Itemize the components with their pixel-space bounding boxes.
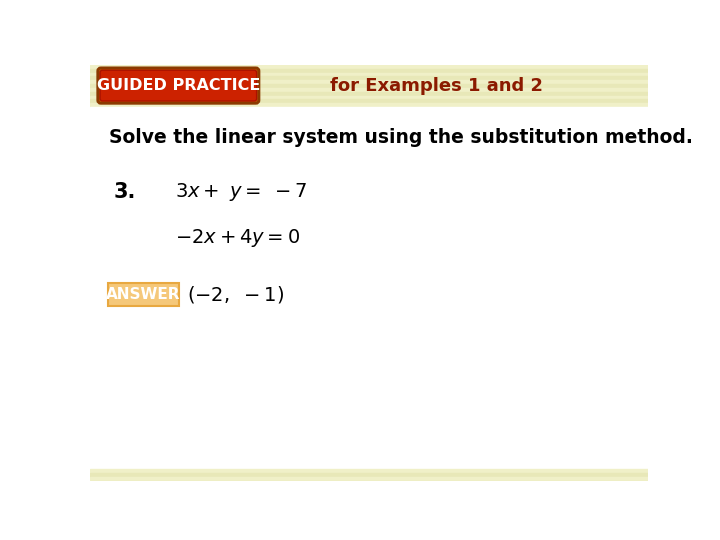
- Text: 3.: 3.: [113, 182, 135, 202]
- Text: ANSWER: ANSWER: [107, 287, 181, 302]
- Bar: [90, 469, 648, 473]
- Bar: [90, 496, 648, 500]
- Bar: [90, 492, 648, 496]
- Text: Solve the linear system using the substitution method.: Solve the linear system using the substi…: [109, 129, 693, 147]
- Bar: [90, 481, 648, 484]
- Bar: [90, 88, 648, 92]
- Text: $-2x+4y=0$: $-2x+4y=0$: [175, 227, 300, 249]
- Text: $3x+\ y=\ -7$: $3x+\ y=\ -7$: [175, 181, 308, 203]
- Text: $(-2,\ -1)$: $(-2,\ -1)$: [187, 284, 284, 305]
- FancyBboxPatch shape: [100, 70, 256, 101]
- Bar: [90, 96, 648, 99]
- Bar: [90, 69, 648, 72]
- Text: GUIDED PRACTICE: GUIDED PRACTICE: [96, 78, 260, 93]
- Bar: [90, 92, 648, 96]
- Bar: [90, 477, 648, 481]
- Bar: [90, 72, 648, 76]
- Bar: [90, 80, 648, 84]
- Bar: [90, 473, 648, 477]
- Bar: [90, 76, 648, 80]
- Bar: [90, 99, 648, 103]
- Bar: [90, 488, 648, 492]
- FancyBboxPatch shape: [108, 283, 179, 306]
- Bar: [90, 484, 648, 488]
- FancyBboxPatch shape: [98, 68, 259, 103]
- Bar: [90, 84, 648, 88]
- Bar: [90, 65, 648, 69]
- Bar: [90, 107, 648, 469]
- Bar: [90, 103, 648, 107]
- Text: for Examples 1 and 2: for Examples 1 and 2: [330, 77, 544, 94]
